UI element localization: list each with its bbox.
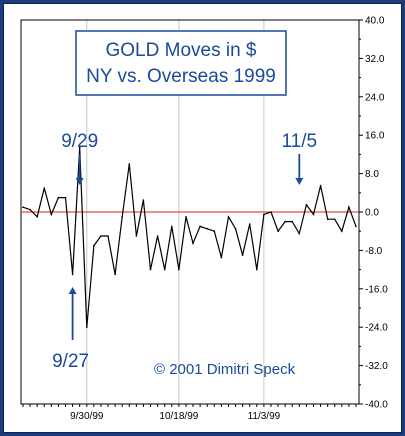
annotations: 9/29 11/5 9/27	[52, 131, 317, 372]
data-point-30	[234, 228, 237, 230]
data-point-23	[185, 216, 187, 218]
data-point-4	[50, 213, 53, 216]
data-point-39	[298, 232, 301, 235]
data-point-37	[284, 220, 286, 223]
annotation-arrow-head-0	[75, 178, 84, 185]
y-tick-label-0: 40.0	[365, 16, 385, 27]
y-tick-label-1: 32.0	[365, 54, 385, 65]
y-tick-label-3: 16.0	[365, 131, 385, 142]
data-point-45	[341, 230, 343, 232]
data-point-1	[29, 208, 31, 211]
data-point-47	[355, 225, 357, 228]
data-point-40	[305, 204, 308, 206]
data-point-12	[107, 235, 109, 237]
y-tick-label-9: -32.0	[365, 361, 388, 372]
data-point-26	[206, 228, 208, 230]
data-point-34	[263, 213, 265, 216]
data-point-46	[348, 206, 350, 208]
y-tick-label-10: -40.0	[365, 400, 388, 411]
annotation-label-2: 9/27	[52, 351, 89, 372]
data-point-13	[114, 273, 116, 276]
data-point-19	[156, 235, 159, 237]
gold-ny-vs-overseas-line	[22, 147, 357, 328]
data-point-44	[333, 218, 336, 220]
y-tick-label-4: 8.0	[365, 169, 379, 180]
data-point-28	[220, 256, 223, 259]
data-point-22	[178, 268, 180, 271]
y-axis: 40.0 32.0 24.0 16.0 8.0 0.0 -8.0 -16.0 -24.0 -32.…	[359, 16, 388, 411]
data-point-3	[43, 187, 46, 189]
y-tick-label-5: 0.0	[365, 208, 379, 219]
data-point-20	[163, 268, 166, 271]
x-tick-label-0: 9/30/99	[70, 411, 104, 422]
annotation-label-1: 11/5	[282, 131, 318, 152]
x-tick-label-1: 10/18/99	[159, 411, 198, 422]
data-point-8	[78, 146, 81, 148]
y-tick-label-2: 24.0	[365, 92, 385, 103]
data-point-5	[57, 196, 60, 199]
data-point-38	[291, 220, 294, 223]
y-tick-label-7: -16.0	[365, 284, 388, 295]
data-point-9	[86, 326, 88, 329]
data-point-2	[36, 216, 38, 218]
annotation-arrow-head-2	[68, 287, 77, 294]
data-point-31	[241, 254, 244, 256]
data-point-15	[128, 163, 131, 165]
x-axis: 9/30/99 10/18/99 11/3/99	[22, 404, 357, 422]
annotation-arrow-head-1	[295, 178, 304, 185]
x-tick-label-2: 11/3/99	[248, 411, 281, 422]
title-line-1: GOLD Moves in $	[106, 40, 257, 61]
title-line-2: NY vs. Overseas 1999	[86, 66, 276, 87]
data-point-36	[277, 230, 279, 232]
data-point-43	[326, 218, 329, 220]
data-point-0	[22, 206, 24, 208]
title-box: GOLD Moves in $ NY vs. Overseas 1999	[75, 30, 287, 96]
data-point-6	[64, 196, 67, 199]
data-point-21	[171, 225, 173, 228]
data-point-16	[135, 235, 138, 237]
data-point-14	[121, 216, 123, 218]
data-point-24	[192, 242, 194, 244]
line-chart: 40.0 32.0 24.0 16.0 8.0 0.0 -8.0 -16.0 -24.0 -32.…	[20, 16, 388, 422]
data-point-17	[142, 199, 145, 201]
data-point-11	[100, 235, 102, 237]
data-point-29	[227, 216, 230, 218]
copyright-note: © 2001 Dimitri Speck	[154, 361, 296, 378]
points-layer	[22, 146, 357, 329]
data-point-18	[149, 268, 152, 271]
data-point-41	[312, 213, 315, 216]
data-point-7	[71, 273, 74, 276]
data-point-27	[213, 230, 216, 232]
chart-frame: 40.0 32.0 24.0 16.0 8.0 0.0 -8.0 -16.0 -24.0 -32.…	[3, 3, 402, 433]
data-point-35	[270, 211, 272, 213]
annotation-label-0: 9/29	[61, 131, 98, 152]
data-point-10	[93, 244, 95, 247]
y-tick-label-8: -24.0	[365, 323, 388, 334]
data-point-25	[199, 225, 201, 228]
data-point-33	[256, 268, 258, 271]
data-point-32	[248, 223, 251, 225]
data-point-42	[319, 184, 322, 187]
y-tick-label-6: -8.0	[365, 246, 383, 257]
